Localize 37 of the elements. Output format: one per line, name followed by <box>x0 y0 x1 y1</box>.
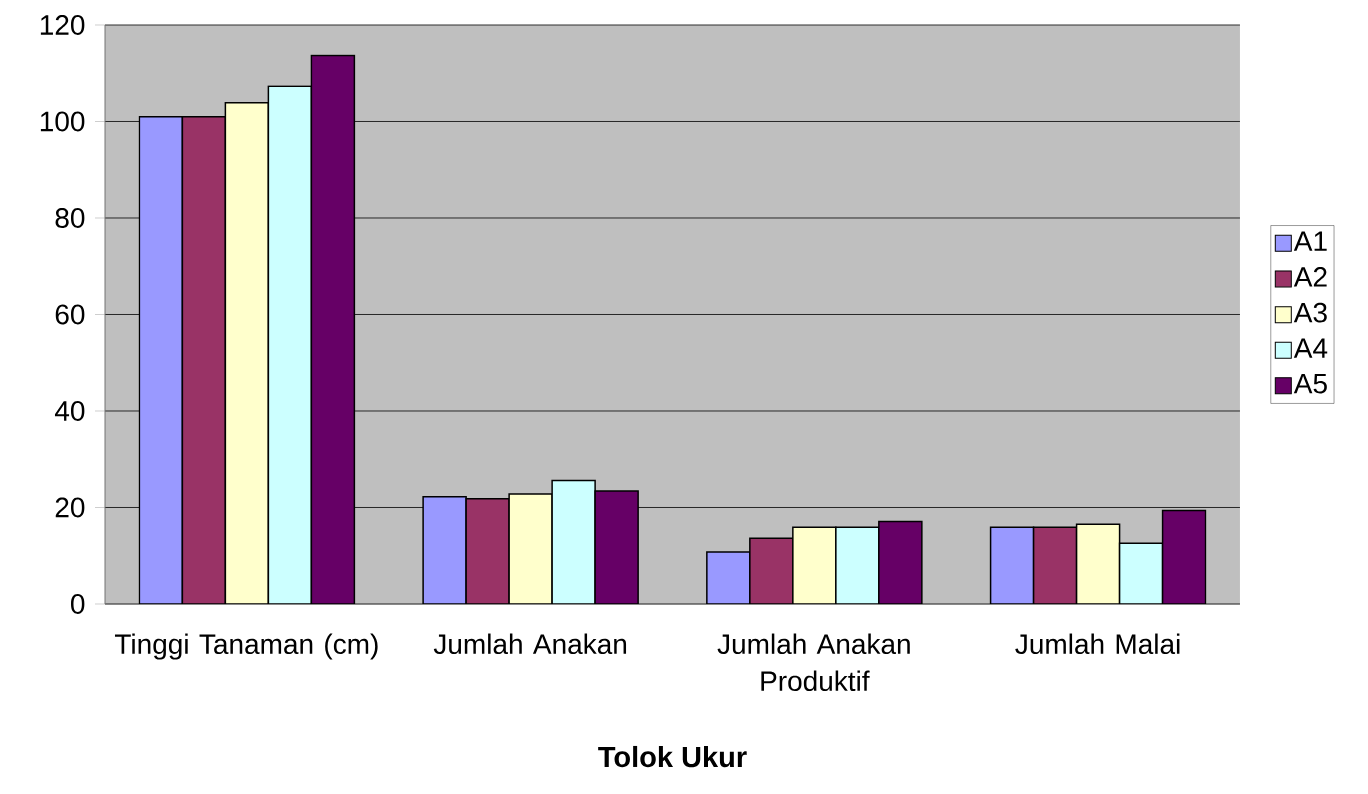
y-tick-label: 80 <box>55 208 85 228</box>
x-tick-label: Jumlah Anakan <box>433 633 627 655</box>
y-tick-label: 0 <box>71 594 85 614</box>
y-tick-label: 60 <box>55 304 85 325</box>
bar <box>835 526 880 604</box>
bar <box>989 526 1035 604</box>
legend-label: A2 <box>1293 267 1327 287</box>
x-axis-title: Tolok Ukur <box>598 745 747 768</box>
y-tick-label: 20 <box>55 497 85 518</box>
bar <box>1118 542 1164 604</box>
bar <box>706 551 751 604</box>
x-tick-label: Tinggi Tanaman (cm) <box>114 633 378 660</box>
bar <box>508 493 553 604</box>
x-tick-label: Jumlah Malai <box>1015 633 1180 655</box>
y-tick-label: 40 <box>54 401 85 421</box>
bar <box>551 479 596 604</box>
bar <box>465 498 510 604</box>
legend-label: A5 <box>1293 373 1327 394</box>
y-tick-label: 120 <box>40 15 85 35</box>
x-tick-label: Jumlah Anakan Produktif <box>717 633 910 692</box>
bar <box>138 115 184 604</box>
bar <box>1032 526 1078 604</box>
bar <box>1075 523 1121 604</box>
bar <box>181 115 227 604</box>
legend-label: A3 <box>1293 302 1327 323</box>
bar <box>310 54 356 604</box>
bar <box>267 85 313 604</box>
bar <box>422 496 467 604</box>
legend-label: A1 <box>1293 231 1327 251</box>
bar <box>224 101 270 604</box>
bar <box>792 526 837 604</box>
bar <box>749 537 794 604</box>
bar <box>1161 509 1207 604</box>
bar <box>878 520 923 604</box>
y-tick-label: 100 <box>40 111 85 132</box>
legend-label: A4 <box>1293 338 1328 358</box>
bar <box>594 490 639 604</box>
